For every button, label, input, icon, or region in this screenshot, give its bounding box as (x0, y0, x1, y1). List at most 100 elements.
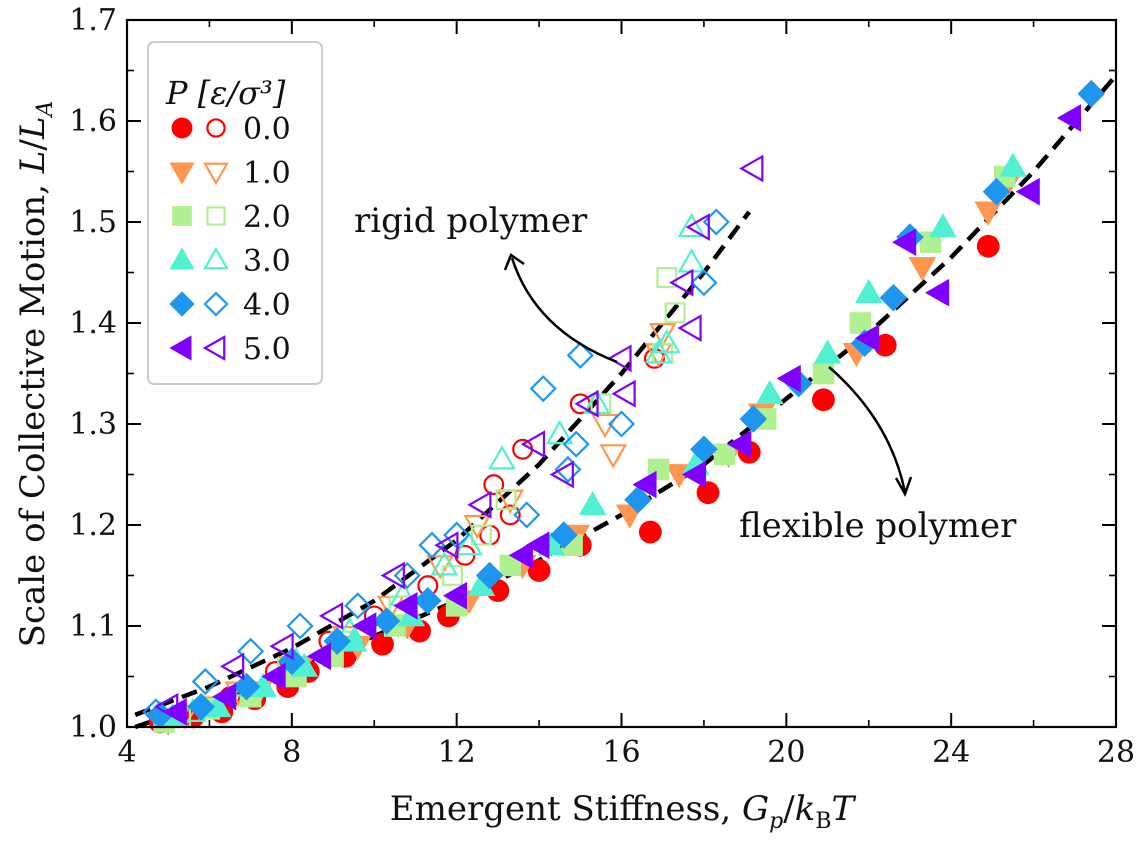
legend-label: 1.0 (243, 156, 291, 191)
x-tick-label: 12 (438, 735, 476, 770)
ticks: 4 8 12 16 20 24 28 1.0 1.1 1.2 1.3 1.4 1.5 1.6 1.7 (69, 3, 1135, 770)
data-point (306, 642, 332, 671)
data-point (908, 257, 937, 282)
legend-entry: 5.0 (169, 332, 291, 367)
y-tick-label: 1.1 (69, 609, 117, 644)
rigid-arrow-curve (510, 257, 618, 364)
data-point (286, 612, 314, 640)
y-axis-title-math: L (13, 151, 53, 175)
data-point (513, 501, 541, 529)
legend-marker-filled (169, 162, 195, 185)
y-axis-title: Scale of Collective Motion, L/LA (13, 101, 58, 648)
x-tick-label: 28 (1097, 735, 1135, 770)
data-point (344, 592, 372, 620)
data-point (219, 652, 245, 681)
data-point (624, 485, 652, 514)
x-tick-label: 4 (117, 735, 136, 770)
data-point (467, 571, 496, 596)
data-point (1015, 177, 1040, 206)
data-point (982, 177, 1011, 206)
data-point (434, 531, 459, 560)
data-point (269, 632, 294, 661)
data-point (656, 267, 678, 289)
data-point (854, 324, 880, 352)
data-point (550, 521, 578, 549)
legend-entry: 3.0 (169, 244, 291, 279)
data-point (162, 698, 187, 726)
data-point (739, 405, 768, 433)
data-point (525, 531, 550, 559)
x-axis-title: Emergent Stiffness, Gp/kBT (390, 789, 857, 834)
data-point (879, 283, 908, 312)
data-point (212, 682, 237, 711)
y-axis-title-sub: A (33, 101, 58, 119)
data-point (549, 460, 574, 489)
data-point (685, 213, 710, 241)
flexible-arrow-curve (828, 366, 907, 493)
x-axis-title-math: G (742, 789, 769, 829)
x-axis-title-subB: B (815, 809, 831, 834)
data-point (520, 430, 546, 459)
data-point (371, 632, 394, 656)
y-axis-title-text: Scale of Collective Motion, (13, 173, 53, 647)
data-point (873, 333, 897, 357)
data-point (566, 341, 594, 369)
data-point (232, 672, 261, 701)
legend-marker-open (203, 291, 229, 317)
legend-label: 4.0 (243, 288, 291, 323)
data-point (713, 443, 736, 466)
data-point (664, 302, 686, 324)
legend-entry: 1.0 (169, 156, 291, 191)
legend-marker-open (203, 246, 229, 270)
data-point (776, 364, 801, 393)
legend-label: 3.0 (243, 244, 291, 279)
y-axis-title-slash: / (13, 139, 53, 151)
data-point (925, 278, 950, 307)
data-point (237, 637, 265, 665)
annotation-flexible-polymer: flexible polymer (739, 506, 1017, 546)
data-point (545, 419, 574, 445)
legend-marker-filled (172, 206, 192, 226)
x-tick-label: 8 (282, 735, 301, 770)
legend-marker-open (202, 335, 226, 361)
legend-marker-open (206, 118, 226, 138)
annotation-arrows (503, 253, 913, 498)
data-point (976, 234, 1000, 258)
x-axis-title-text: Emergent Stiffness, (390, 789, 742, 829)
data-point (727, 430, 752, 458)
flexible-fit-line (134, 74, 1118, 730)
legend-entries: 0.0 1.0 2.0 3.0 4.0 5.0 (169, 112, 291, 367)
data-point (669, 268, 694, 297)
data-point (142, 698, 170, 726)
legend-marker-filled (171, 117, 193, 139)
data-point (696, 481, 720, 505)
data-point (146, 701, 174, 729)
data-point (430, 551, 459, 576)
data-point (690, 435, 718, 464)
y-tick-label: 1.4 (69, 306, 117, 341)
data-point (187, 693, 215, 721)
data-point (414, 586, 442, 615)
data-point (929, 213, 957, 238)
data-point (999, 152, 1027, 177)
x-tick-label: 24 (932, 735, 970, 770)
x-tick-label: 16 (602, 735, 640, 770)
data-point (854, 278, 883, 304)
series-p-5-0-rigid (153, 154, 764, 721)
flexible-arrowhead (894, 476, 913, 498)
data-point (153, 692, 179, 721)
data-point (488, 445, 516, 470)
data-point (352, 612, 377, 640)
data-point (318, 602, 344, 630)
data-point (974, 201, 1003, 226)
data-point (442, 581, 468, 610)
data-point (638, 520, 662, 544)
data-point (690, 269, 718, 297)
data-point (527, 559, 551, 582)
y-tick-label: 1.2 (69, 508, 117, 543)
legend-label: 5.0 (243, 332, 291, 367)
data-point (418, 531, 446, 559)
data-point (578, 491, 607, 516)
data-point (203, 693, 232, 718)
data-point (455, 530, 483, 556)
